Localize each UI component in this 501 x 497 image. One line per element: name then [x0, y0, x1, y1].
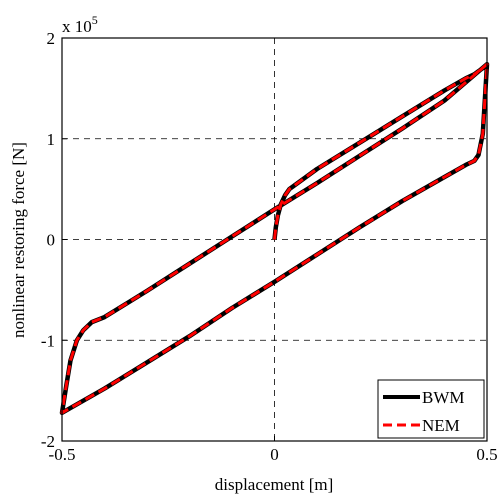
x-tick-labels: -0.5 0 0.5	[49, 436, 498, 464]
x-tick-label: 0.5	[476, 445, 497, 464]
y-tick-label: -1	[41, 331, 55, 350]
y-tick-label: -2	[41, 432, 55, 451]
series-line-nem	[60, 62, 489, 415]
y-tick-labels: -2 -1 0 1 2	[41, 29, 67, 451]
y-axis-label: nonlinear restoring force [N]	[9, 142, 28, 338]
legend-label-nem: NEM	[422, 416, 460, 435]
y-tick-label: 1	[47, 130, 56, 149]
legend-box	[377, 379, 485, 439]
x-tick-label: -0.5	[49, 445, 76, 464]
y-tick-label: 0	[47, 231, 56, 250]
y-tick-label: 2	[47, 29, 56, 48]
plot-series	[59, 61, 490, 416]
legend: BWM NEM	[377, 379, 485, 439]
y-multiplier: x 105	[62, 13, 98, 36]
legend-label-bwm: BWM	[422, 388, 465, 407]
x-axis-label: displacement [m]	[215, 475, 334, 494]
x-tick-label: 0	[270, 445, 279, 464]
